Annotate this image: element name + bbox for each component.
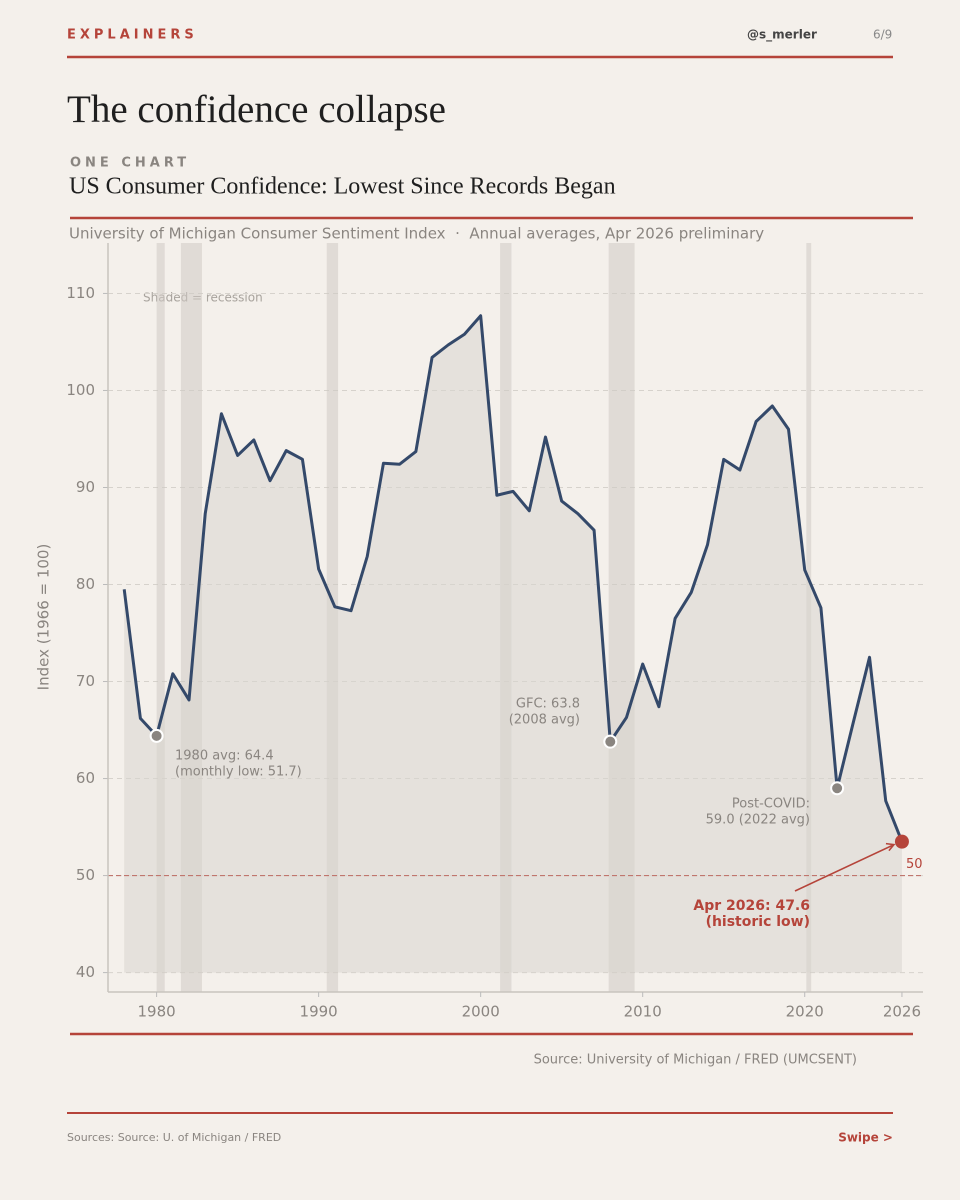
kicker: ONE CHART [70, 156, 190, 171]
y-tick-label: 60 [76, 769, 95, 787]
source: Source: University of Michigan / FRED (U… [534, 1053, 857, 1068]
annotation: Post-COVID: [732, 797, 810, 812]
section-label: EXPLAINERS [67, 28, 198, 43]
highlight-point [830, 781, 845, 796]
recession-band [156, 243, 165, 992]
y-tick-label: 40 [76, 963, 95, 981]
annotation-arrow [794, 842, 896, 892]
handle: @s_merler [747, 28, 817, 43]
highlight-point [603, 734, 618, 749]
page-title: The confidence collapse [67, 88, 446, 131]
x-tick-label: 2010 [624, 1003, 662, 1021]
area [124, 315, 902, 973]
line [122, 314, 904, 843]
annotation: 1980 avg: 64.4 [175, 749, 274, 764]
reference-label: 50 [906, 857, 923, 872]
chart-title: US Consumer Confidence: Lowest Since Rec… [69, 174, 616, 200]
page-number: 6/9 [873, 28, 892, 42]
x-tick-label: 2026 [883, 1003, 921, 1021]
chart-subtitle: University of Michigan Consumer Sentimen… [69, 225, 764, 243]
y-tick-label: 70 [76, 672, 95, 690]
y-tick-label: 100 [66, 381, 95, 399]
highlight-point [894, 834, 909, 849]
footer-sources: Sources: Source: U. of Michigan / FRED [67, 1131, 281, 1144]
swipe[interactable]: Swipe > [838, 1131, 893, 1145]
y-axis-label: Index (1966 = 100) [35, 544, 53, 691]
y-tick-label: 80 [76, 575, 95, 593]
annotation: Apr 2026: 47.6 [693, 898, 810, 914]
highlight-point [149, 728, 164, 743]
annotation: (historic low) [706, 914, 810, 930]
y-tick-label: 90 [76, 478, 95, 496]
x-tick-label: 1990 [300, 1003, 338, 1021]
annotation: (2008 avg) [509, 713, 580, 728]
x-tick-label: 2020 [786, 1003, 824, 1021]
y-tick-label: 110 [66, 284, 95, 302]
annotation: 59.0 (2022 avg) [706, 813, 810, 828]
x-tick-label: 2000 [462, 1003, 500, 1021]
annotation: GFC: 63.8 [516, 697, 580, 712]
y-tick-label: 50 [76, 866, 95, 884]
annotation: (monthly low: 51.7) [175, 765, 302, 780]
recession-note: Shaded = recession [143, 291, 263, 305]
x-tick-label: 1980 [138, 1003, 176, 1021]
